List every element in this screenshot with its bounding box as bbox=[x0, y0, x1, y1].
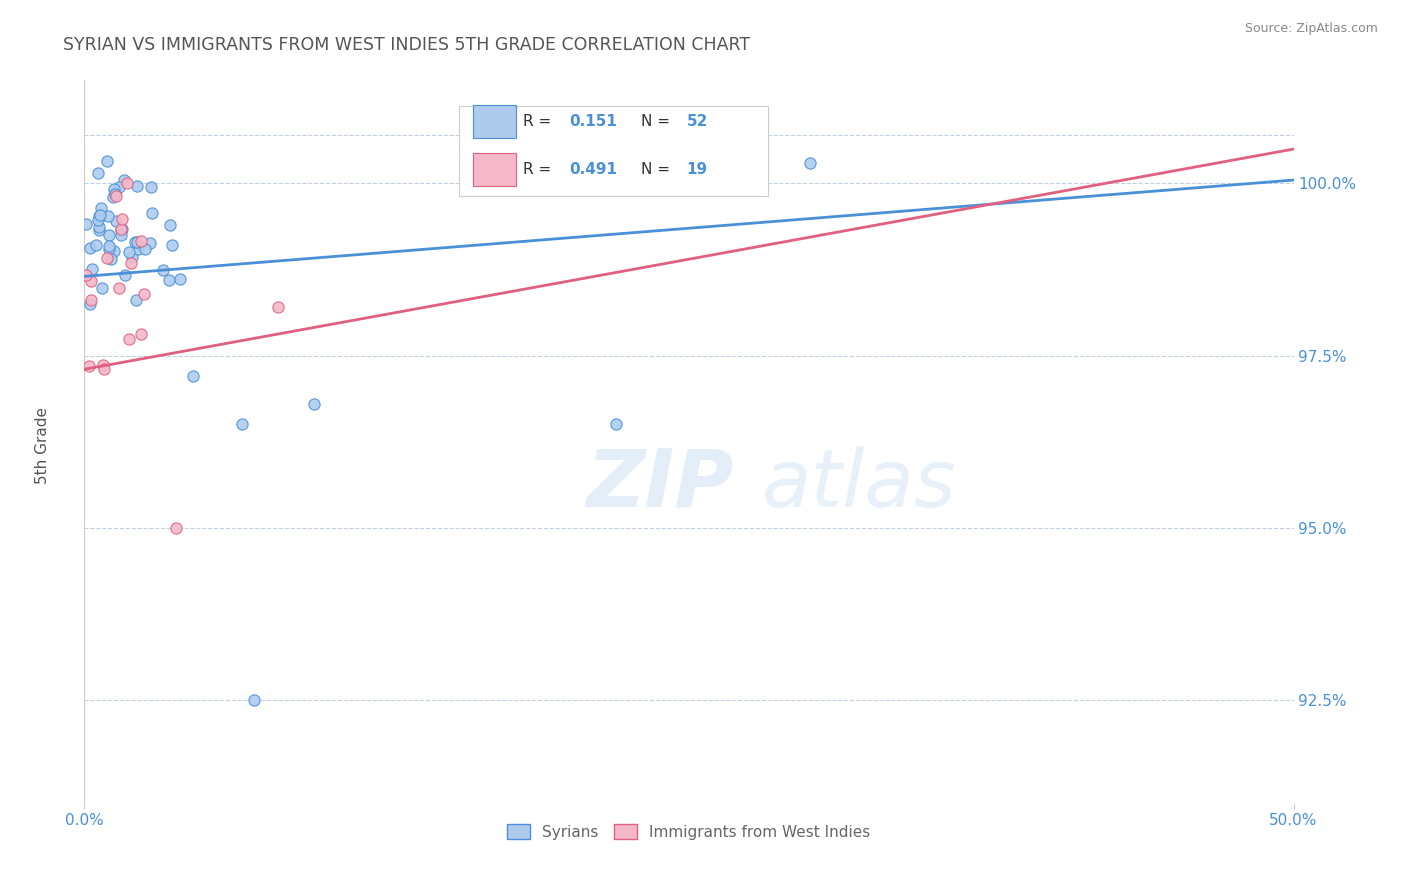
Point bbox=[105, 188, 128, 202]
Point bbox=[267, 301, 290, 315]
Point bbox=[127, 178, 149, 193]
Point bbox=[117, 244, 139, 259]
Point bbox=[127, 242, 149, 256]
Point bbox=[129, 327, 152, 342]
Point bbox=[799, 156, 821, 170]
Point bbox=[79, 359, 101, 373]
Point bbox=[115, 176, 138, 190]
Point bbox=[129, 234, 152, 248]
Point bbox=[96, 251, 118, 265]
Point bbox=[97, 209, 120, 223]
Point bbox=[165, 520, 187, 534]
Legend: Syrians, Immigrants from West Indies: Syrians, Immigrants from West Indies bbox=[501, 818, 877, 846]
Point bbox=[89, 208, 111, 222]
Point bbox=[110, 228, 132, 243]
Point bbox=[101, 190, 124, 204]
FancyBboxPatch shape bbox=[472, 153, 516, 186]
Text: 52: 52 bbox=[686, 114, 707, 129]
Point bbox=[141, 206, 163, 220]
Text: atlas: atlas bbox=[762, 446, 956, 524]
Point bbox=[605, 417, 627, 432]
Point bbox=[93, 362, 115, 376]
Point bbox=[96, 154, 118, 169]
Point bbox=[160, 238, 183, 252]
Point bbox=[103, 244, 125, 259]
Point bbox=[139, 179, 162, 194]
Point bbox=[231, 417, 253, 432]
Point bbox=[97, 239, 120, 253]
Point bbox=[104, 214, 127, 228]
Point bbox=[87, 209, 110, 223]
Point bbox=[75, 217, 97, 231]
Point bbox=[79, 297, 101, 311]
Point bbox=[91, 358, 114, 372]
Point bbox=[114, 268, 136, 282]
Point bbox=[110, 223, 132, 237]
Point bbox=[75, 268, 97, 283]
Point bbox=[139, 236, 162, 251]
Point bbox=[87, 223, 110, 237]
Point bbox=[97, 227, 120, 242]
Point bbox=[80, 274, 103, 288]
Point bbox=[84, 238, 107, 252]
Point bbox=[181, 369, 204, 384]
Point bbox=[90, 201, 112, 215]
Point bbox=[98, 242, 121, 256]
Point bbox=[121, 250, 143, 264]
Text: Source: ZipAtlas.com: Source: ZipAtlas.com bbox=[1244, 22, 1378, 36]
Point bbox=[134, 286, 156, 301]
Point bbox=[108, 281, 131, 295]
Point bbox=[111, 212, 134, 227]
Point bbox=[82, 262, 104, 277]
Point bbox=[104, 186, 127, 201]
Text: ZIP: ZIP bbox=[586, 446, 734, 524]
Point bbox=[157, 272, 180, 286]
Point bbox=[79, 241, 101, 255]
Point bbox=[134, 242, 156, 256]
Text: 0.491: 0.491 bbox=[569, 162, 617, 178]
Point bbox=[103, 182, 125, 196]
Point bbox=[302, 397, 325, 411]
Text: R =: R = bbox=[523, 162, 557, 178]
Text: N =: N = bbox=[641, 162, 675, 178]
Point bbox=[118, 332, 141, 346]
Text: 0.151: 0.151 bbox=[569, 114, 617, 129]
Text: R =: R = bbox=[523, 114, 557, 129]
Point bbox=[112, 173, 135, 187]
Point bbox=[110, 222, 132, 236]
Text: 5th Grade: 5th Grade bbox=[35, 408, 49, 484]
Text: N =: N = bbox=[641, 114, 675, 129]
Point bbox=[91, 281, 114, 295]
Point bbox=[125, 235, 148, 249]
Point bbox=[125, 293, 148, 307]
Point bbox=[100, 252, 122, 266]
Point bbox=[152, 263, 174, 277]
Point bbox=[108, 180, 131, 194]
Text: SYRIAN VS IMMIGRANTS FROM WEST INDIES 5TH GRADE CORRELATION CHART: SYRIAN VS IMMIGRANTS FROM WEST INDIES 5T… bbox=[63, 36, 751, 54]
FancyBboxPatch shape bbox=[460, 105, 768, 196]
Point bbox=[169, 272, 191, 286]
Point bbox=[120, 256, 142, 270]
FancyBboxPatch shape bbox=[472, 105, 516, 138]
Point bbox=[86, 212, 108, 227]
Point bbox=[242, 692, 264, 706]
Point bbox=[87, 166, 110, 180]
Point bbox=[159, 219, 181, 233]
Point bbox=[79, 293, 101, 307]
Point bbox=[124, 235, 146, 249]
Point bbox=[110, 222, 132, 236]
Point bbox=[87, 220, 110, 235]
Text: 19: 19 bbox=[686, 162, 707, 178]
